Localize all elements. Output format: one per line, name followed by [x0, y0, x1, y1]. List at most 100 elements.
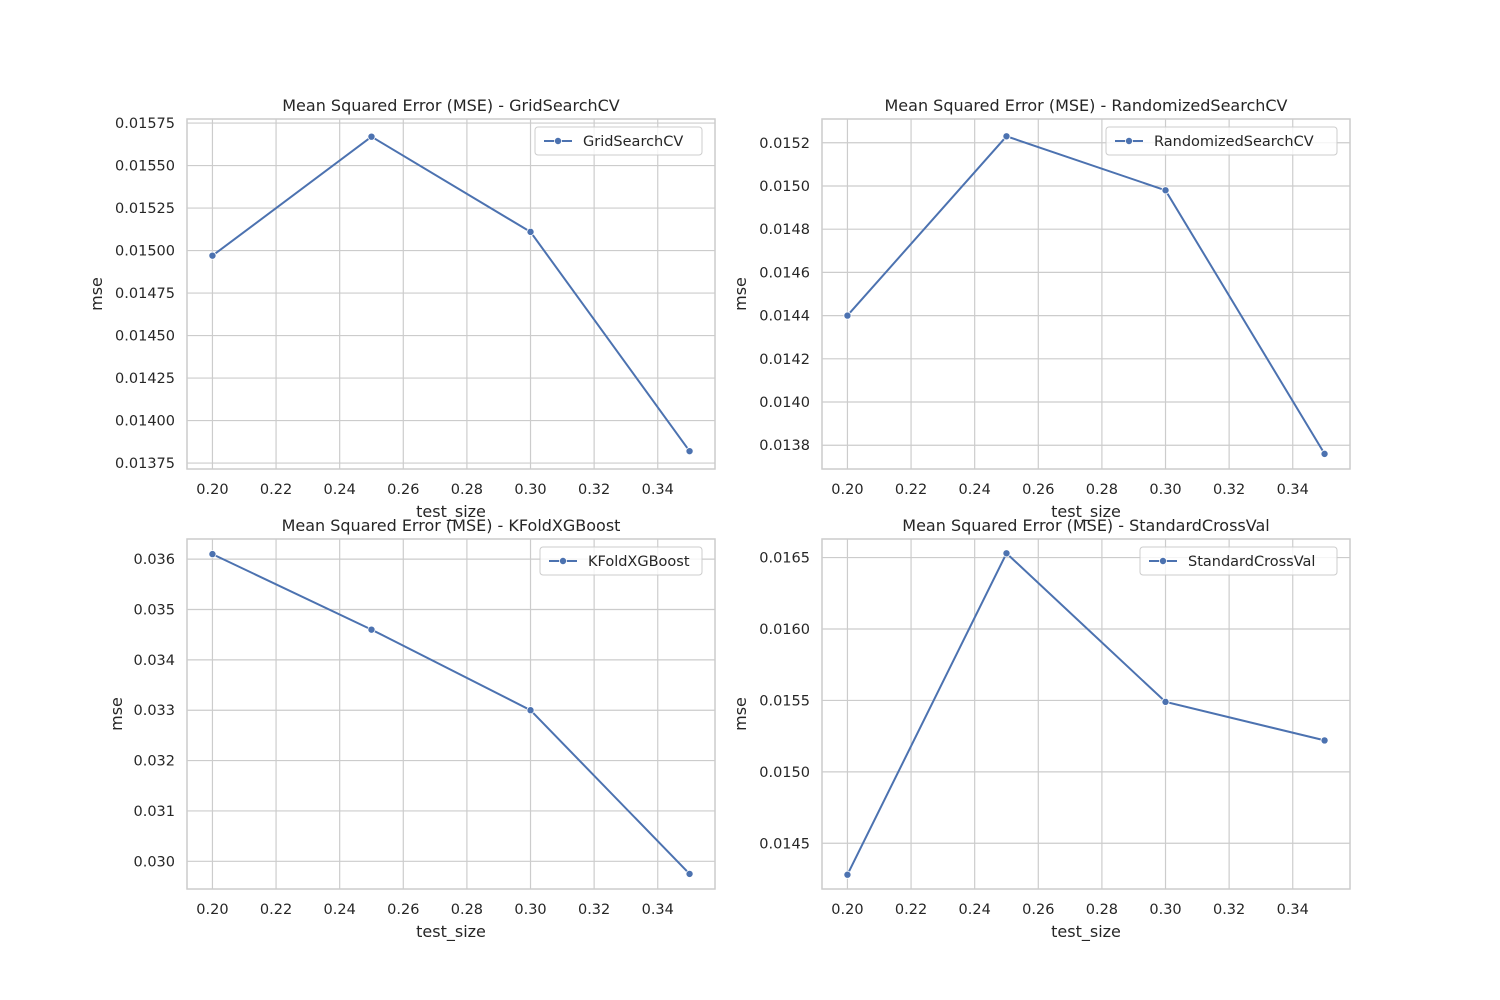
legend-box: [539, 546, 703, 576]
data-point: [843, 311, 852, 320]
x-tick-label: 0.20: [196, 482, 228, 498]
y-tick-label: 0.032: [133, 754, 175, 770]
data-point: [1161, 697, 1170, 706]
legend-marker: [559, 557, 568, 566]
x-tick-label: 0.32: [578, 482, 610, 498]
axes-frame: [186, 538, 716, 890]
x-tick-label: 0.34: [642, 902, 674, 918]
x-axis-label: test_size: [1051, 502, 1121, 522]
data-point: [1002, 549, 1011, 558]
series-line: [211, 553, 691, 875]
axes-frame: [821, 538, 1351, 890]
data-point: [1320, 449, 1329, 458]
y-tick-label: 0.0144: [759, 309, 810, 325]
y-tick-label: 0.01575: [115, 116, 175, 132]
x-axis-label: test_size: [416, 502, 486, 522]
legend: RandomizedSearchCV: [1105, 126, 1338, 156]
x-tick-label: 0.20: [831, 902, 863, 918]
x-tick-label: 0.28: [1086, 902, 1118, 918]
x-tick-label: 0.22: [260, 902, 292, 918]
y-tick-label: 0.035: [133, 603, 175, 619]
y-tick-label: 0.0150: [759, 765, 810, 781]
y-tick-label: 0.0165: [759, 551, 810, 567]
x-tick-label: 0.24: [324, 482, 356, 498]
legend-label: KFoldXGBoost: [588, 554, 690, 570]
x-tick-label: 0.34: [1277, 902, 1309, 918]
y-tick-label: 0.033: [133, 703, 175, 719]
legend-label: RandomizedSearchCV: [1154, 134, 1314, 150]
axes-frame: [821, 118, 1351, 470]
x-tick-label: 0.30: [514, 902, 546, 918]
x-tick-label: 0.20: [196, 902, 228, 918]
data-point: [1161, 186, 1170, 195]
x-axis-label: test_size: [1051, 922, 1121, 942]
y-tick-label: 0.036: [133, 552, 175, 568]
x-tick-label: 0.26: [387, 482, 419, 498]
data-point: [843, 870, 852, 879]
series-line: [846, 551, 1325, 876]
x-tick-label: 0.28: [1086, 482, 1118, 498]
y-tick-label: 0.0140: [759, 395, 810, 411]
y-tick-label: 0.01375: [115, 456, 175, 472]
y-tick-label: 0.034: [133, 653, 175, 669]
y-tick-label: 0.031: [133, 804, 175, 820]
x-tick-label: 0.30: [514, 482, 546, 498]
x-tick-label: 0.28: [451, 482, 483, 498]
y-tick-label: 0.01475: [115, 286, 175, 302]
chart-title: Mean Squared Error (MSE) - RandomizedSea…: [884, 96, 1287, 115]
y-tick-label: 0.01425: [115, 371, 175, 387]
x-tick-label: 0.32: [578, 902, 610, 918]
series-line: [846, 135, 1326, 455]
subplot-2: 0.20 0.22 0.24 0.26 0.28 0.30 0.32 0.34 0.0138 0.…: [731, 96, 1351, 522]
legend: StandardCrossVal: [1139, 546, 1338, 576]
legend-label: GridSearchCV: [583, 134, 683, 150]
y-tick-label: 0.01450: [115, 329, 175, 345]
y-tick-label: 0.0146: [759, 265, 810, 281]
x-tick-label: 0.26: [387, 902, 419, 918]
data-point: [208, 550, 217, 559]
x-tick-label: 0.30: [1149, 902, 1181, 918]
x-tick-label: 0.22: [895, 482, 927, 498]
x-tick-label: 0.28: [451, 902, 483, 918]
y-tick-label: 0.0152: [759, 136, 810, 152]
legend-box: [1139, 546, 1338, 576]
data-point: [1002, 132, 1011, 141]
data-point: [526, 706, 535, 715]
y-tick-label: 0.0150: [759, 179, 810, 195]
legend-marker: [554, 136, 563, 145]
x-tick-label: 0.30: [1149, 482, 1181, 498]
plot-area: [822, 119, 1350, 469]
x-axis-label: test_size: [416, 922, 486, 942]
subplot-4: 0.20 0.22 0.24 0.26 0.28 0.30 0.32 0.34 0.0145 0.…: [731, 516, 1351, 942]
x-tick-label: 0.26: [1022, 902, 1054, 918]
y-axis-label: mse: [731, 697, 750, 731]
x-tick-label: 0.24: [959, 902, 991, 918]
axes-frame: [186, 118, 716, 470]
legend-marker: [1125, 136, 1134, 145]
y-tick-label: 0.01400: [115, 414, 175, 430]
plot-area: [187, 119, 715, 469]
chart-title: Mean Squared Error (MSE) - KFoldXGBoost: [282, 516, 621, 535]
y-axis-label: mse: [731, 277, 750, 311]
series-line: [211, 135, 691, 452]
legend-box: [1105, 126, 1338, 156]
subplot-1: 0.20 0.22 0.24 0.26 0.28 0.30 0.32 0.34 0.01375 0…: [87, 96, 716, 522]
plot-area: [187, 539, 715, 889]
y-tick-label: 0.01500: [115, 244, 175, 260]
y-tick-label: 0.0148: [759, 222, 810, 238]
legend-marker: [1159, 557, 1168, 566]
y-tick-label: 0.0142: [759, 352, 810, 368]
y-tick-label: 0.01550: [115, 159, 175, 175]
subplot-3: 0.20 0.22 0.24 0.26 0.28 0.30 0.32 0.34 0.030 0.0…: [107, 516, 716, 942]
legend: KFoldXGBoost: [539, 546, 703, 576]
data-point: [1320, 736, 1329, 745]
y-tick-label: 0.0145: [759, 836, 810, 852]
x-tick-label: 0.24: [959, 482, 991, 498]
y-tick-label: 0.0155: [759, 693, 810, 709]
data-point: [367, 132, 376, 141]
y-tick-label: 0.0160: [759, 622, 810, 638]
data-point: [208, 251, 217, 260]
legend-box: [534, 126, 703, 156]
legend: GridSearchCV: [534, 126, 703, 156]
